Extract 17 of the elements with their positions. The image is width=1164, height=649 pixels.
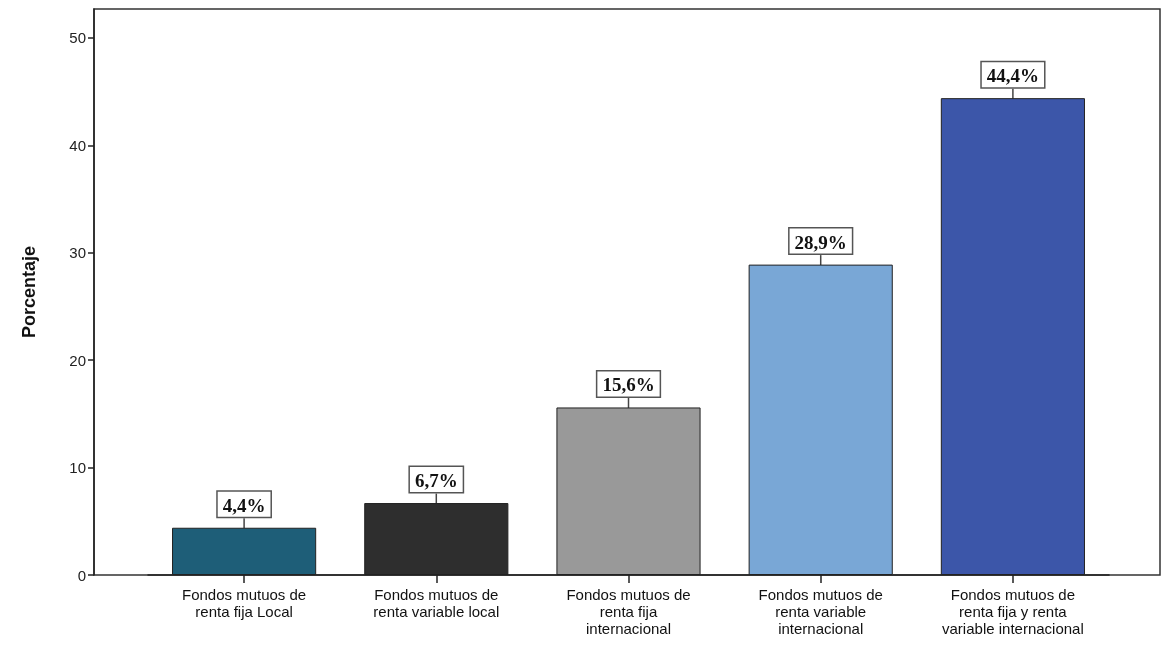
- x-tick-label: Fondos mutuos de renta variable local: [373, 586, 500, 620]
- x-tick-label: Fondos mutuos de renta variable internacional: [758, 586, 883, 637]
- data-label: 4,4%: [222, 494, 266, 516]
- x-tick-label: Fondos mutuos de renta fija Local: [181, 586, 307, 620]
- data-label: 15,6%: [602, 374, 655, 396]
- y-tick-label: 20: [69, 351, 86, 369]
- x-tick-label: Fondos mutuos de renta fija internacional: [566, 586, 691, 637]
- x-tick-label: Fondos mutuos de renta fija y renta variable internacional: [942, 586, 1084, 637]
- y-tick-label: 0: [77, 566, 86, 584]
- data-label: 6,7%: [414, 470, 458, 492]
- data-label: 28,9%: [794, 231, 847, 253]
- data-label: 44,4%: [986, 65, 1040, 87]
- y-axis-title: Porcentaje: [19, 245, 39, 339]
- y-tick-label: 30: [69, 244, 86, 262]
- y-tick-label: 50: [69, 29, 86, 47]
- y-tick-label: 10: [69, 459, 86, 477]
- y-tick-label: 40: [69, 136, 86, 154]
